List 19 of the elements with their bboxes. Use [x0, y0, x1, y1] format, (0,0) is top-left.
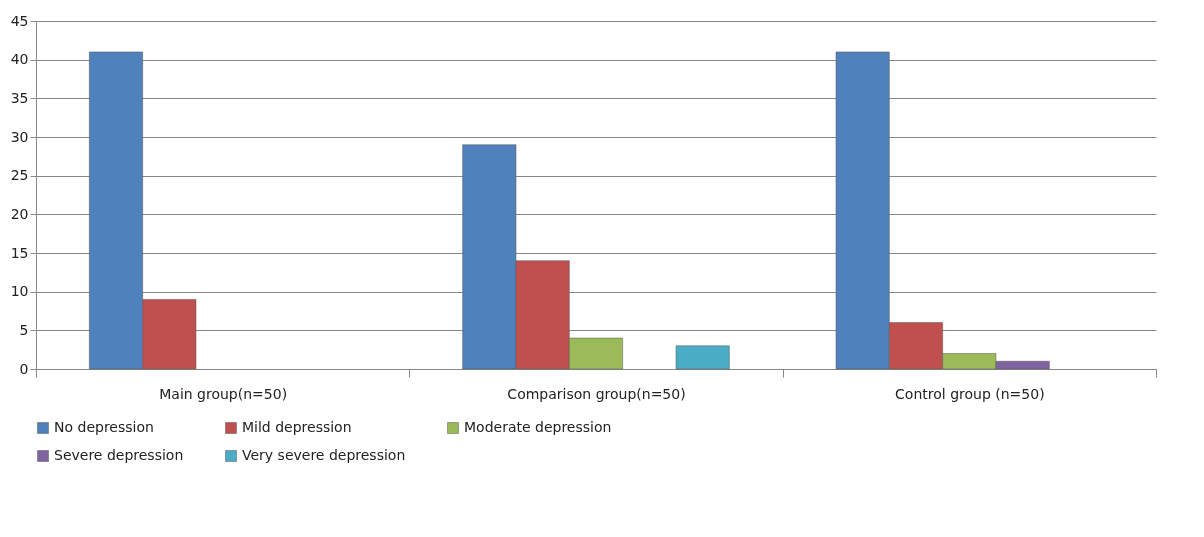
y-tick-label: 35	[10, 89, 29, 106]
y-tick-label: 5	[19, 321, 29, 338]
legend-label: Moderate depression	[464, 419, 612, 435]
y-tick-label: 25	[10, 167, 29, 184]
y-tick-label: 30	[10, 128, 29, 145]
legend-label: Severe depression	[54, 447, 184, 463]
x-tick-label: Main group(n=50)	[159, 385, 288, 402]
x-tick-label: Control group (n=50)	[895, 385, 1045, 402]
y-tick-label: 0	[19, 360, 29, 377]
x-tick-label: Comparison group(n=50)	[507, 385, 686, 402]
legend-label: Very severe depression	[242, 447, 406, 463]
y-tick-label: 20	[10, 205, 29, 222]
y-tick-label: 45	[10, 12, 29, 29]
legend-label: No depression	[54, 419, 154, 435]
y-tick-label: 40	[10, 51, 29, 68]
y-tick-label: 10	[10, 283, 29, 300]
bar	[675, 345, 730, 370]
legend-label: Mild depression	[242, 419, 352, 435]
y-tick-label: 15	[10, 244, 29, 261]
